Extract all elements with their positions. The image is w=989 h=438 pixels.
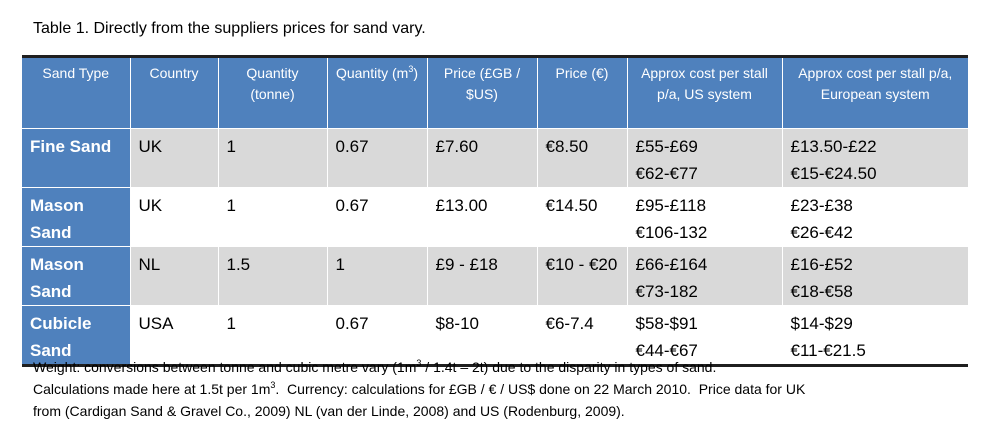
header-row: Sand Type Country Quantity (tonne) Quantity… [22, 56, 968, 129]
cell-line: £13.50-£22 [790, 137, 877, 156]
table-cell: 1 [217, 187, 327, 247]
note-text: . Currency: calculations for £GB / € / U… [275, 381, 806, 397]
header-text: ) [413, 65, 419, 81]
table-cell: 1 [217, 128, 327, 188]
note-text: Calculations made here at 1.5t per 1m [33, 381, 271, 397]
cell-line: £55-£69 [635, 137, 698, 156]
cell-line: €15-€24.50 [790, 164, 877, 183]
table-cell: €6-7.4 [536, 305, 627, 366]
cell-line: $14-$29 [790, 314, 853, 333]
row-header: Cubicle Sand [22, 305, 130, 366]
cell-line: $58-$91 [635, 314, 698, 333]
table-cell: $58-$91 €44-€67 [626, 305, 782, 366]
row-header: Mason Sand [22, 187, 130, 247]
cell-line: €18-€58 [790, 282, 853, 301]
table-cell: 1 [217, 305, 327, 366]
table-row: Mason Sand UK 1 0.67 £13.00 €14.50 £95-£118 €10… [22, 187, 968, 247]
note-superscript: 3 [270, 380, 276, 390]
table-cell: $8-10 [426, 305, 537, 366]
column-header: Approx cost per stall p/a, US system [626, 56, 782, 129]
note-text: Weight: conversions between tonne and cu… [33, 359, 417, 375]
table-cell: 1.5 [217, 246, 327, 306]
sand-price-table: Sand Type Country Quantity (tonne) Quantity… [22, 55, 968, 367]
table-cell: £9 - £18 [426, 246, 537, 306]
column-header: Quantity (m3) [326, 56, 427, 129]
table-cell: €10 - €20 [536, 246, 627, 306]
table-cell: 0.67 [326, 187, 427, 247]
column-header: Quantity (tonne) [217, 56, 327, 129]
table-cell: £95-£118 €106-132 [626, 187, 782, 247]
table-caption: Table 1. Directly from the suppliers pri… [33, 20, 426, 37]
table-cell: 0.67 [326, 305, 427, 366]
table-cell: €8.50 [536, 128, 627, 188]
note-text: / 1.4t – 2t) due to the disparity in typ… [421, 359, 717, 375]
cell-line: €106-132 [635, 223, 708, 242]
column-header: Sand Type [22, 56, 130, 129]
column-header: Country [129, 56, 218, 129]
cell-line: £23-£38 [790, 196, 853, 215]
row-header: Fine Sand [22, 128, 130, 188]
table-cell: USA [129, 305, 218, 366]
table-cell: £16-£52 €18-€58 [781, 246, 968, 306]
column-header: Price (£GB / $US) [426, 56, 537, 129]
cell-line: €11-€21.5 [790, 341, 866, 360]
column-header: Approx cost per stall p/a, European syst… [781, 56, 968, 129]
cell-line: €73-182 [635, 282, 698, 301]
table-cell: £13.50-£22 €15-€24.50 [781, 128, 968, 188]
table-cell: €14.50 [536, 187, 627, 247]
table-row: Fine Sand UK 1 0.67 £7.60 €8.50 £55-£69 €62-€77… [22, 128, 968, 188]
table-cell: 1 [326, 246, 427, 306]
cell-line: €26-€42 [790, 223, 853, 242]
note-text: from (Cardigan Sand & Gravel Co., 2009) … [33, 403, 625, 419]
note-superscript: 3 [416, 358, 422, 368]
row-header: Mason Sand [22, 246, 130, 306]
column-header: Price (€) [536, 56, 627, 129]
table-cell: £23-£38 €26-€42 [781, 187, 968, 247]
table-cell: £13.00 [426, 187, 537, 247]
table-cell: £66-£164 €73-182 [626, 246, 782, 306]
table-cell: $14-$29 €11-€21.5 [781, 305, 968, 366]
table-body: Fine Sand UK 1 0.67 £7.60 €8.50 £55-£69 €62-€77… [22, 128, 968, 366]
table-cell: £55-£69 €62-€77 [626, 128, 782, 188]
cell-line: €44-€67 [635, 341, 698, 360]
header-text: Quantity (m [335, 65, 409, 81]
table-row: Mason Sand NL 1.5 1 £9 - £18 €10 - €20 £66-£16… [22, 246, 968, 306]
table-cell: £7.60 [426, 128, 537, 188]
cell-line: £66-£164 [635, 255, 708, 274]
table-cell: 0.67 [326, 128, 427, 188]
table-cell: UK [129, 187, 218, 247]
cell-line: €62-€77 [635, 164, 698, 183]
cell-line: £16-£52 [790, 255, 853, 274]
table-row: Cubicle Sand USA 1 0.67 $8-10 €6-7.4 $58-$91 €4… [22, 305, 968, 366]
table-cell: UK [129, 128, 218, 188]
table-note: Weight: conversions between tonne and cu… [33, 356, 805, 422]
header-superscript: 3 [408, 64, 414, 74]
table-cell: NL [129, 246, 218, 306]
cell-line: £95-£118 [635, 196, 707, 215]
